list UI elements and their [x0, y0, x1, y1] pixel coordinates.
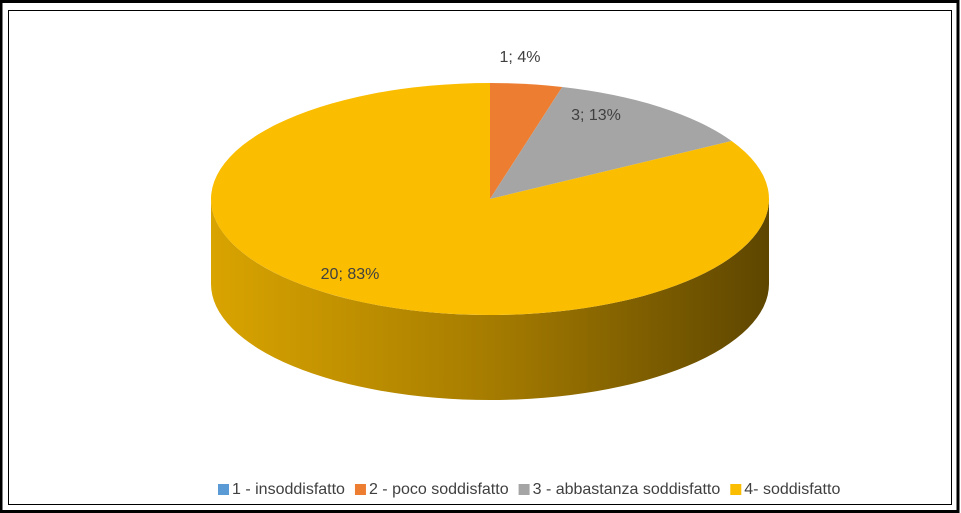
- slice-side: [211, 199, 769, 400]
- legend-label: 1 - insoddisfatto: [232, 481, 345, 498]
- data-label: 1; 4%: [500, 49, 541, 66]
- data-label: 20; 83%: [321, 266, 380, 283]
- legend-swatch: [730, 484, 742, 495]
- legend: 1 - insoddisfatto 2 - poco soddisfatto 3 -…: [218, 481, 840, 498]
- legend-label: 3 - abbastanza soddisfatto: [533, 481, 721, 498]
- data-label: 3; 13%: [571, 107, 621, 124]
- legend-swatch: [518, 484, 530, 495]
- slice: [210, 83, 769, 315]
- legend-label: 2 - poco soddisfatto: [369, 481, 509, 498]
- slice: [490, 86, 732, 199]
- legend-swatch: [354, 484, 366, 495]
- legend-swatch: [218, 484, 229, 495]
- legend-label: 4- soddisfatto: [744, 481, 840, 498]
- pie: 1; 4% 3; 13% 20; 83%: [210, 49, 769, 400]
- slice: [490, 83, 563, 199]
